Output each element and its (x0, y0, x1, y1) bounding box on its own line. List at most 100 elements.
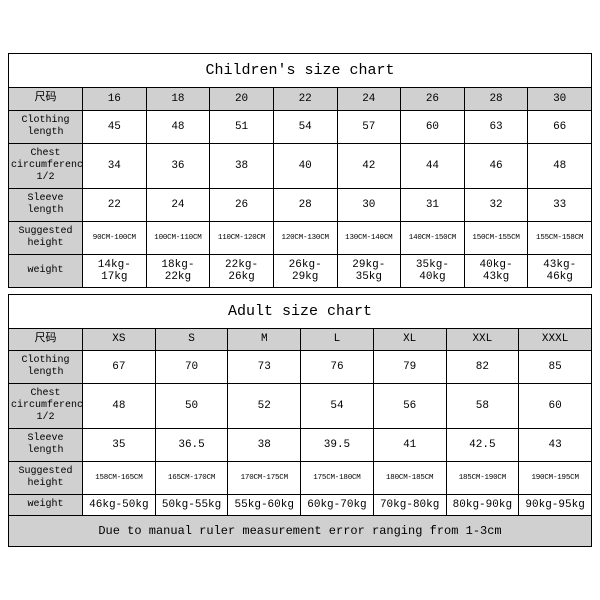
size-header-cell: M (228, 328, 301, 350)
value-cell: 60 (519, 383, 592, 428)
size-header-cell: XXL (446, 328, 519, 350)
children-header-label: 尺码 (9, 88, 83, 110)
value-cell: 45 (83, 110, 147, 143)
size-header-cell: 24 (337, 88, 401, 110)
size-header-cell: 28 (464, 88, 528, 110)
row-label: Sleeve length (9, 428, 83, 461)
value-cell: 43kg-46kg (528, 254, 592, 287)
value-cell: 22kg-26kg (210, 254, 274, 287)
measurement-note-row: Due to manual ruler measurement error ra… (9, 515, 592, 546)
value-cell: 54 (273, 110, 337, 143)
row-label: weight (9, 254, 83, 287)
table-row: Chest circumference 1/23436384042444648 (9, 143, 592, 188)
value-cell: 31 (401, 188, 465, 221)
value-cell: 180CM-185CM (373, 461, 446, 494)
value-cell: 50kg-55kg (155, 494, 228, 515)
size-header-cell: 30 (528, 88, 592, 110)
value-cell: 70kg-80kg (373, 494, 446, 515)
adult-header-row: 尺码 XSSMLXLXXLXXXL (9, 328, 592, 350)
measurement-note: Due to manual ruler measurement error ra… (9, 515, 592, 546)
row-label: Chest circumference 1/2 (9, 383, 83, 428)
size-header-cell: XS (83, 328, 156, 350)
value-cell: 42 (337, 143, 401, 188)
value-cell: 34 (83, 143, 147, 188)
value-cell: 22 (83, 188, 147, 221)
value-cell: 67 (83, 350, 156, 383)
table-row: Sleeve length3536.53839.54142.543 (9, 428, 592, 461)
value-cell: 90kg-95kg (519, 494, 592, 515)
value-cell: 170CM-175CM (228, 461, 301, 494)
value-cell: 48 (528, 143, 592, 188)
value-cell: 48 (146, 110, 210, 143)
value-cell: 55kg-60kg (228, 494, 301, 515)
value-cell: 175CM-180CM (301, 461, 374, 494)
value-cell: 40 (273, 143, 337, 188)
row-label: weight (9, 494, 83, 515)
table-row: weight46kg-50kg50kg-55kg55kg-60kg60kg-70… (9, 494, 592, 515)
value-cell: 150CM-155CM (464, 221, 528, 254)
size-header-cell: 18 (146, 88, 210, 110)
value-cell: 36.5 (155, 428, 228, 461)
value-cell: 85 (519, 350, 592, 383)
value-cell: 35kg-40kg (401, 254, 465, 287)
size-header-cell: 26 (401, 88, 465, 110)
value-cell: 79 (373, 350, 446, 383)
size-header-cell: XL (373, 328, 446, 350)
value-cell: 41 (373, 428, 446, 461)
value-cell: 18kg-22kg (146, 254, 210, 287)
value-cell: 46 (464, 143, 528, 188)
table-row: Chest circumference 1/248505254565860 (9, 383, 592, 428)
value-cell: 140CM-150CM (401, 221, 465, 254)
value-cell: 46kg-50kg (83, 494, 156, 515)
adult-title-row: Adult size chart (9, 294, 592, 328)
size-header-cell: XXXL (519, 328, 592, 350)
table-row: Suggested height158CM-165CM165CM-170CM17… (9, 461, 592, 494)
table-row: weight14kg-17kg18kg-22kg22kg-26kg26kg-29… (9, 254, 592, 287)
value-cell: 57 (337, 110, 401, 143)
value-cell: 70 (155, 350, 228, 383)
size-header-cell: L (301, 328, 374, 350)
value-cell: 54 (301, 383, 374, 428)
value-cell: 90CM-100CM (83, 221, 147, 254)
table-row: Clothing length67707376798285 (9, 350, 592, 383)
value-cell: 42.5 (446, 428, 519, 461)
value-cell: 158CM-165CM (83, 461, 156, 494)
children-header-row: 尺码 1618202224262830 (9, 88, 592, 110)
table-row: Clothing length4548515457606366 (9, 110, 592, 143)
value-cell: 52 (228, 383, 301, 428)
value-cell: 44 (401, 143, 465, 188)
value-cell: 40kg-43kg (464, 254, 528, 287)
value-cell: 60 (401, 110, 465, 143)
value-cell: 155CM-158CM (528, 221, 592, 254)
value-cell: 76 (301, 350, 374, 383)
adult-size-table: Adult size chart 尺码 XSSMLXLXXLXXXL Cloth… (8, 294, 592, 547)
size-header-cell: 22 (273, 88, 337, 110)
value-cell: 33 (528, 188, 592, 221)
value-cell: 190CM-195CM (519, 461, 592, 494)
size-chart-container: Children's size chart 尺码 161820222426283… (0, 43, 600, 556)
children-size-table: Children's size chart 尺码 161820222426283… (8, 53, 592, 287)
row-label: Suggested height (9, 221, 83, 254)
row-label: Chest circumference 1/2 (9, 143, 83, 188)
size-header-cell: S (155, 328, 228, 350)
row-label: Clothing length (9, 350, 83, 383)
value-cell: 130CM-140CM (337, 221, 401, 254)
value-cell: 80kg-90kg (446, 494, 519, 515)
value-cell: 30 (337, 188, 401, 221)
children-title: Children's size chart (9, 54, 592, 88)
value-cell: 28 (273, 188, 337, 221)
value-cell: 29kg-35kg (337, 254, 401, 287)
value-cell: 100CM-110CM (146, 221, 210, 254)
value-cell: 48 (83, 383, 156, 428)
children-title-row: Children's size chart (9, 54, 592, 88)
adult-header-label: 尺码 (9, 328, 83, 350)
value-cell: 58 (446, 383, 519, 428)
value-cell: 56 (373, 383, 446, 428)
value-cell: 38 (210, 143, 274, 188)
value-cell: 82 (446, 350, 519, 383)
value-cell: 60kg-70kg (301, 494, 374, 515)
table-row: Suggested height90CM-100CM100CM-110CM110… (9, 221, 592, 254)
value-cell: 24 (146, 188, 210, 221)
value-cell: 120CM-130CM (273, 221, 337, 254)
value-cell: 73 (228, 350, 301, 383)
